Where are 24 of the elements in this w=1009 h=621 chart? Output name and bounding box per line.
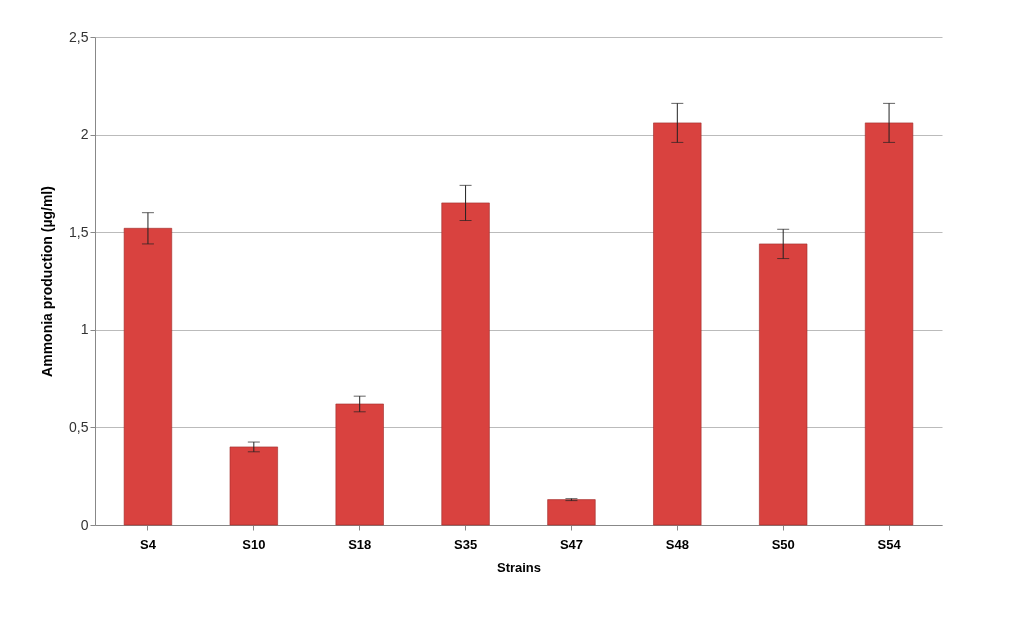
- bar: [123, 228, 173, 526]
- bar: [759, 243, 808, 526]
- bar: [229, 446, 278, 526]
- bar: [653, 122, 702, 526]
- x-tick-label: S35: [453, 536, 478, 552]
- bar: [441, 202, 490, 526]
- y-tick-label: 0: [80, 516, 89, 533]
- y-tick-label: 1: [80, 321, 89, 338]
- x-tick-label: S18: [348, 536, 372, 552]
- y-axis-title: Ammonia production (µg/ml): [39, 186, 56, 377]
- x-tick-label: S10: [242, 536, 266, 552]
- bar: [335, 403, 384, 526]
- y-tick-label: 2,5: [69, 28, 89, 45]
- x-tick-label: S4: [139, 536, 157, 552]
- x-tick-label: S50: [771, 536, 795, 552]
- x-axis-title: Strains: [496, 559, 542, 575]
- x-tick-label: S54: [877, 536, 902, 552]
- x-tick-label: S48: [665, 536, 689, 552]
- bar: [864, 122, 914, 526]
- y-tick-label: 1,5: [69, 223, 89, 240]
- y-tick-label: 0,5: [69, 418, 89, 435]
- x-tick-label: S47: [559, 536, 584, 552]
- bar: [547, 499, 596, 526]
- y-tick-label: 2: [80, 126, 89, 143]
